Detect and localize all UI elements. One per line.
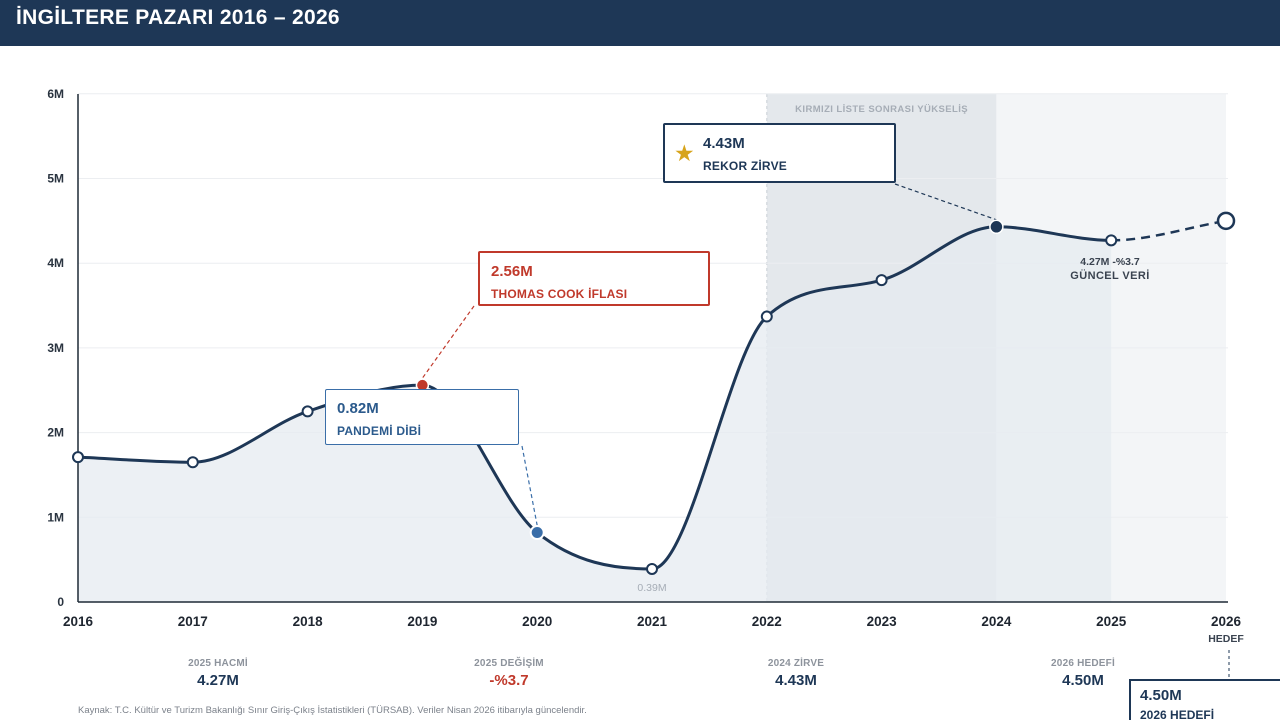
stat-2025-volume: 2025 HACMİ 4.27M [138,658,298,689]
annotation-current-label: GÜNCEL VERİ [1070,270,1150,282]
source-note: Kaynak: T.C. Kültür ve Turizm Bakanlığı … [78,705,587,716]
data-point [186,456,199,469]
y-tick-label: 4M [47,256,64,270]
page-header: İNGİLTERE PAZARI 2016 – 2026 [0,0,1280,46]
y-tick-label: 0 [57,595,64,609]
target-card-value: 4.50M [1140,687,1182,704]
x-tick-label: 2017 [178,614,208,629]
annotation-pandemic-low: 0.82M PANDEMİ DİBİ [325,389,519,445]
stat-value: 4.27M [197,672,239,689]
target-card-label: 2026 HEDEFİ [1140,708,1215,720]
data-point [875,274,888,287]
annotation-current-value: 4.27M -%3.7 [1080,256,1140,268]
data-point-peak [989,219,1004,235]
y-tick-label: 5M [47,172,64,186]
x-tick-label: 2025 [1096,614,1127,629]
y-tick-label: 2M [47,426,64,440]
page-title: İNGİLTERE PAZARI 2016 – 2026 [16,6,340,29]
stat-value: -%3.7 [489,672,529,689]
annotation-label: PANDEMİ DİBİ [337,424,422,438]
annotation-connector-thomas [421,305,475,379]
target-card: 4.50M 2026 HEDEFİ [1129,679,1280,720]
x-tick-label: 2021 [637,614,668,629]
x-tick-label: 2019 [407,614,437,629]
stat-2024-peak: 2024 ZİRVE 4.43M [716,658,876,689]
annotation-label: REKOR ZİRVE [703,159,787,173]
x-tick-label: 2024 [981,614,1012,629]
series-area [78,226,1112,603]
stat-value: 4.43M [775,672,817,689]
data-point [72,451,84,464]
annotation-record-peak: ★ 4.43M REKOR ZİRVE [663,123,896,183]
y-tick-label: 1M [47,510,64,524]
stat-value: 4.50M [1062,672,1104,689]
annotation-thomas-cook: 2.56M THOMAS COOK İFLASI [478,251,710,306]
annotation-value: 0.82M [337,400,379,417]
annotation-value: 4.43M [703,135,745,152]
annotation-current-data: 4.27M -%3.7 GÜNCEL VERİ [1060,256,1160,282]
data-point [1105,234,1118,247]
stat-2026-target: 2026 HEDEFİ 4.50M [1003,658,1163,689]
stat-label: 2025 HACMİ [188,658,248,669]
shaded-region-label: KIRMIZI LİSTE SONRASI YÜKSELİŞ [795,104,968,115]
x-tick-sublabel: HEDEF [1208,633,1244,645]
x-tick-label: 2023 [867,614,898,629]
data-point [646,562,658,575]
star-icon: ★ [674,140,695,166]
stat-label: 2026 HEDEFİ [1051,658,1115,669]
series-line [77,225,1112,571]
annotation-connector-pandemi [521,445,538,526]
x-tick-label: 2022 [752,614,782,629]
data-point [301,405,314,418]
x-tick-label: 2020 [522,614,552,629]
y-tick-label: 6M [47,87,64,101]
annotation-connector-rekor [894,183,997,221]
data-point-label: 0.39M [637,582,666,594]
x-tick-label: 2018 [293,614,324,629]
data-point-target [1216,211,1236,231]
x-tick-label: 2016 [63,614,94,629]
line-chart: KIRMIZI LİSTE SONRASI YÜKSELİŞ 0 1M 2M 3M 4M 5… [47,87,1244,678]
stat-2025-change: 2025 DEĞİŞİM -%3.7 [429,658,589,689]
stat-label: 2024 ZİRVE [767,658,825,669]
stat-label: 2025 DEĞİŞİM [474,658,544,669]
data-point [760,310,773,323]
annotation-label: THOMAS COOK İFLASI [491,287,628,301]
annotation-value: 2.56M [491,263,533,280]
data-point-pandemic [529,525,545,541]
x-tick-label: 2026 [1211,614,1242,629]
y-tick-label: 3M [47,341,64,355]
